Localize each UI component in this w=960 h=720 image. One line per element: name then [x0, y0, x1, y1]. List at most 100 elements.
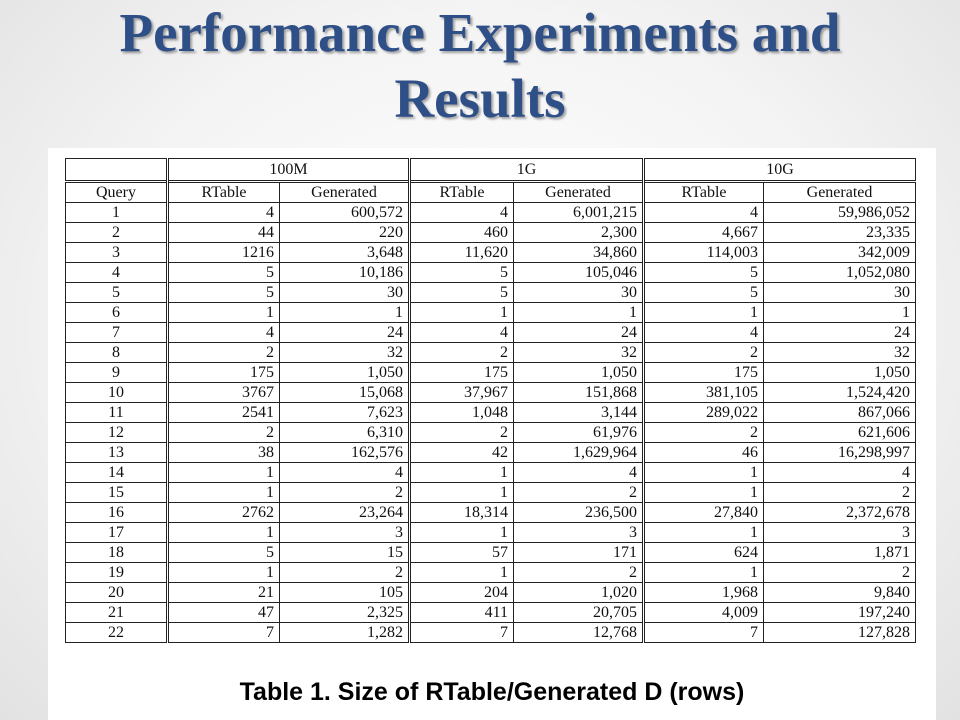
query-cell: 8 — [65, 342, 168, 363]
rtable-cell: 1 — [408, 462, 515, 483]
generated-cell: 34,860 — [513, 242, 645, 263]
generated-cell: 3 — [763, 522, 917, 543]
query-cell: 3 — [65, 242, 168, 263]
rtable-cell: 175 — [642, 362, 765, 383]
rtable-cell: 2 — [642, 422, 765, 443]
rtable-cell: 1 — [642, 562, 765, 583]
generated-cell: 1 — [278, 302, 411, 323]
rtable-cell: 1 — [166, 562, 280, 583]
rtable-cell: 4 — [166, 322, 280, 343]
generated-cell: 3 — [278, 522, 411, 543]
table-row: 12 2 6,310 2 61,976 2 621,606 — [65, 422, 917, 443]
query-cell: 20 — [65, 582, 168, 603]
table-caption: Table 1. Size of RTable/Generated D (row… — [239, 678, 745, 706]
query-cell: 12 — [65, 422, 168, 443]
rtable-cell: 381,105 — [642, 382, 765, 403]
generated-cell: 24 — [513, 322, 645, 343]
generated-cell: 867,066 — [763, 402, 917, 423]
rtable-cell: 289,022 — [642, 402, 765, 423]
generated-cell: 105 — [278, 582, 411, 603]
column-header-generated: Generated — [278, 180, 411, 203]
rtable-cell: 57 — [408, 542, 515, 563]
table-row: 19 1 2 1 2 1 2 — [65, 562, 917, 583]
query-cell: 13 — [65, 442, 168, 463]
generated-cell: 600,572 — [278, 202, 411, 223]
table-row: 8 2 32 2 32 2 32 — [65, 342, 917, 363]
generated-cell: 59,986,052 — [763, 202, 917, 223]
rtable-cell: 11,620 — [408, 242, 515, 263]
generated-cell: 15,068 — [278, 382, 411, 403]
rtable-cell: 42 — [408, 442, 515, 463]
generated-cell: 32 — [278, 342, 411, 363]
column-header-rtable: RTable — [166, 180, 280, 203]
generated-cell: 1,282 — [278, 622, 411, 643]
group-header-10g: 10G — [642, 158, 917, 182]
generated-cell: 2,300 — [513, 222, 645, 243]
generated-cell: 9,840 — [763, 582, 917, 603]
rtable-cell: 4 — [408, 322, 515, 343]
table-row: 5 5 30 5 30 5 30 — [65, 282, 917, 303]
rtable-cell: 2 — [166, 342, 280, 363]
table-row: 17 1 3 1 3 1 3 — [65, 522, 917, 543]
generated-cell: 32 — [513, 342, 645, 363]
generated-cell: 2,325 — [278, 602, 411, 623]
rtable-cell: 1,968 — [642, 582, 765, 603]
query-cell: 16 — [65, 502, 168, 523]
query-cell: 15 — [65, 482, 168, 503]
rtable-cell: 1216 — [166, 242, 280, 263]
table-figure: 100M 1G 10G Query RTable Generated RTabl… — [48, 148, 936, 720]
query-cell: 9 — [65, 362, 168, 383]
column-header-generated: Generated — [763, 180, 917, 203]
table-row: 11 2541 7,623 1,048 3,144 289,022 867,066 — [65, 402, 917, 423]
rtable-cell: 1 — [408, 562, 515, 583]
table-row: 2 44 220 460 2,300 4,667 23,335 — [65, 222, 917, 243]
generated-cell: 3,144 — [513, 402, 645, 423]
generated-cell: 1,050 — [278, 362, 411, 383]
generated-cell: 2 — [513, 562, 645, 583]
generated-cell: 24 — [278, 322, 411, 343]
rtable-cell: 204 — [408, 582, 515, 603]
query-cell: 19 — [65, 562, 168, 583]
generated-cell: 1,629,964 — [513, 442, 645, 463]
query-cell: 22 — [65, 622, 168, 643]
rtable-cell: 4 — [642, 202, 765, 223]
generated-cell: 1,052,080 — [763, 262, 917, 283]
query-cell: 4 — [65, 262, 168, 283]
rtable-cell: 1 — [166, 522, 280, 543]
generated-cell: 1,524,420 — [763, 382, 917, 403]
query-cell: 21 — [65, 602, 168, 623]
rtable-cell: 27,840 — [642, 502, 765, 523]
rtable-cell: 460 — [408, 222, 515, 243]
rtable-cell: 7 — [166, 622, 280, 643]
query-cell: 1 — [65, 202, 168, 223]
generated-cell: 10,186 — [278, 262, 411, 283]
generated-cell: 4 — [513, 462, 645, 483]
rtable-cell: 5 — [166, 542, 280, 563]
table-row: 10 3767 15,068 37,967 151,868 381,105 1,524,42… — [65, 382, 917, 403]
table-row: 1 4 600,572 4 6,001,215 4 59,986,052 — [65, 202, 917, 223]
generated-cell: 2 — [278, 482, 411, 503]
query-cell: 2 — [65, 222, 168, 243]
rtable-cell: 4 — [166, 202, 280, 223]
rtable-cell: 47 — [166, 602, 280, 623]
generated-cell: 2 — [763, 482, 917, 503]
rtable-cell: 5 — [642, 262, 765, 283]
generated-cell: 3 — [513, 522, 645, 543]
generated-cell: 621,606 — [763, 422, 917, 443]
generated-cell: 2,372,678 — [763, 502, 917, 523]
generated-cell: 236,500 — [513, 502, 645, 523]
rtable-cell: 114,003 — [642, 242, 765, 263]
column-header-row: Query RTable Generated RTable Generated … — [65, 180, 917, 203]
generated-cell: 20,705 — [513, 602, 645, 623]
rtable-cell: 1 — [642, 482, 765, 503]
table-row: 16 2762 23,264 18,314 236,500 27,840 2,372,678 — [65, 502, 917, 523]
rtable-cell: 1 — [642, 462, 765, 483]
rtable-cell: 7 — [642, 622, 765, 643]
generated-cell: 2 — [513, 482, 645, 503]
rtable-cell: 1 — [408, 482, 515, 503]
rtable-cell: 3767 — [166, 382, 280, 403]
generated-cell: 30 — [513, 282, 645, 303]
group-header-row: 100M 1G 10G — [65, 158, 917, 182]
table-row: 15 1 2 1 2 1 2 — [65, 482, 917, 503]
